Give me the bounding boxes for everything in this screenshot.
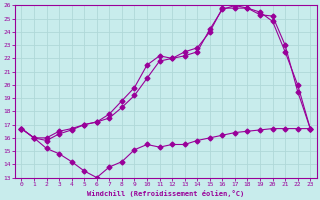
X-axis label: Windchill (Refroidissement éolien,°C): Windchill (Refroidissement éolien,°C) [87, 190, 244, 197]
